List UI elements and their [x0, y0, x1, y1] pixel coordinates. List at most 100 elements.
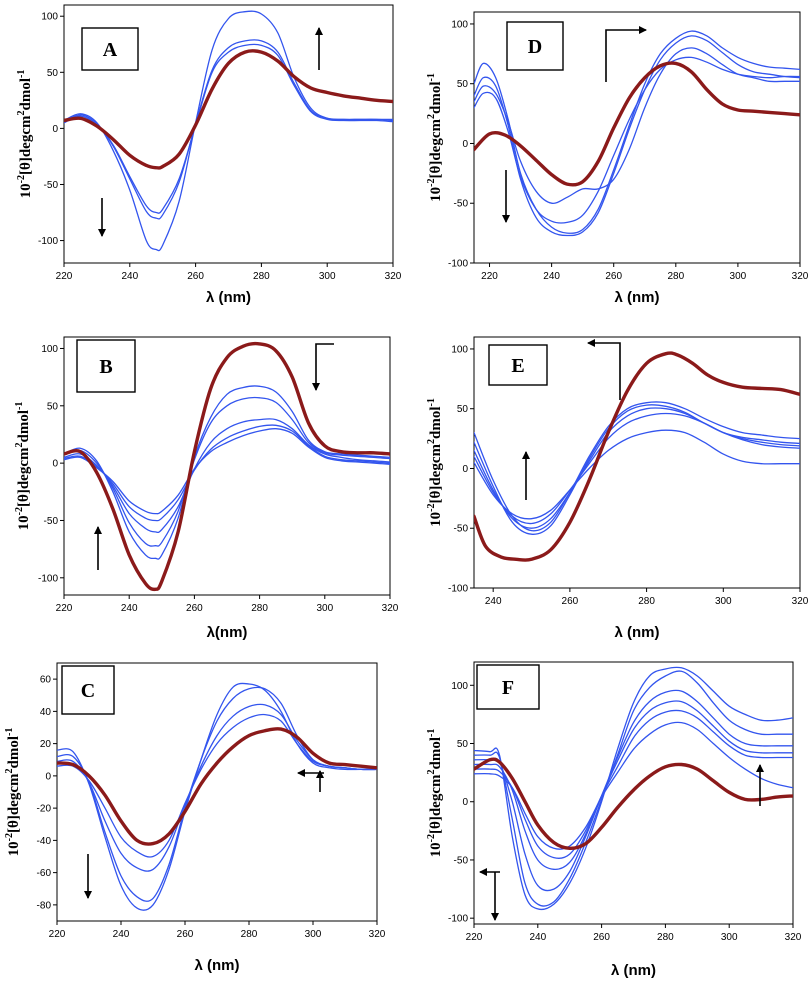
- x-tick-label: 260: [593, 932, 610, 943]
- panel-label-box: [488, 344, 548, 386]
- y-tick-label: -100: [448, 914, 468, 925]
- series-line-dna: [64, 49, 393, 170]
- y-label-text: [θ]degcm: [428, 444, 444, 504]
- series-group: [474, 30, 800, 237]
- series-group: [57, 682, 377, 911]
- plot-frame: [473, 11, 801, 264]
- y-tick-label: -50: [454, 199, 469, 210]
- y-label-text: [θ]degcm: [16, 447, 32, 507]
- series-line-dna: [57, 727, 377, 846]
- x-tick-label: 320: [792, 271, 809, 282]
- y-tick-label: 0: [462, 464, 468, 475]
- panel-a: 220 240 260 280 300 320 -100 -50 0 50 100 Aλ (nm) 10…: [16, 4, 402, 306]
- panel-label: C: [81, 680, 95, 702]
- y-label-superscript: -2: [4, 833, 15, 841]
- y-label-text: [θ]degcm: [18, 115, 34, 175]
- x-tick-label: 300: [319, 271, 336, 282]
- x-axis-label: λ (nm): [195, 957, 240, 974]
- y-label-text: dmol: [428, 737, 444, 770]
- y-tick-label: 50: [47, 401, 59, 412]
- y-tick-label: 100: [451, 681, 468, 692]
- y-label-superscript: 2: [426, 439, 437, 444]
- panel-b: 220 240 260 280 300 320-100-50050100Bλ(nm)10-…: [14, 336, 399, 641]
- x-tick-label: 280: [241, 929, 258, 940]
- y-label-superscript: -1: [426, 729, 437, 737]
- plot-frame: [473, 661, 794, 925]
- series-line-r4: [474, 700, 793, 871]
- series-line-r5: [474, 429, 800, 520]
- y-tick-label: 0: [45, 771, 51, 782]
- y-tick-label: -20: [37, 804, 52, 815]
- panel-label: B: [99, 356, 112, 378]
- plot-frame: [63, 336, 391, 596]
- y-axis-label: 10-2[θ]degcm2dmol-1: [426, 73, 444, 202]
- y-axis-label: 10-2[θ]degcm2dmol-1: [14, 402, 32, 531]
- y-label-text: 10: [428, 187, 444, 202]
- y-label-superscript: 2: [16, 111, 27, 116]
- x-tick-label: 280: [657, 932, 674, 943]
- panel-c: 220 240 260 280 300 320 -80 -60 -40 -20 0 20 40 60 Cλ …: [4, 662, 386, 974]
- y-tick-label: -100: [448, 584, 468, 595]
- y-axis-label: 10-2[θ]degcm2dmol-1: [426, 398, 444, 527]
- series-line-r4: [64, 424, 390, 522]
- panel-label: A: [103, 39, 118, 61]
- series-group: [474, 666, 793, 911]
- y-label-superscript: -1: [14, 402, 25, 410]
- panel-label: D: [528, 36, 542, 58]
- y-tick-label: 0: [52, 124, 58, 135]
- y-tick-label: 100: [451, 19, 468, 30]
- y-label-text: 10: [18, 183, 34, 198]
- x-tick-label: 320: [385, 271, 402, 282]
- x-tick-label: 320: [369, 929, 386, 940]
- y-tick-label: 50: [457, 79, 469, 90]
- panel-label-box: [76, 339, 136, 393]
- x-tick-label: 220: [56, 271, 73, 282]
- y-tick-label: -100: [38, 573, 58, 584]
- y-label-text: dmol: [18, 78, 34, 111]
- x-axis-label: λ (nm): [611, 962, 656, 979]
- x-axis-label: λ (nm): [615, 624, 660, 641]
- y-label-superscript: -1: [426, 73, 437, 81]
- series-line-dna: [64, 341, 390, 592]
- y-tick-label: -50: [44, 180, 59, 191]
- series-line-r1: [57, 682, 377, 911]
- x-tick-label: 320: [792, 596, 809, 607]
- series-line-dna: [474, 351, 800, 562]
- x-tick-label: 260: [177, 929, 194, 940]
- y-tick-label: -100: [38, 236, 58, 247]
- series-line-r3: [57, 703, 377, 872]
- series-line-r3: [474, 407, 800, 529]
- x-tick-label: 240: [121, 603, 138, 614]
- y-label-superscript: 2: [426, 770, 437, 775]
- series-line-r3: [474, 689, 793, 892]
- y-label-superscript: -1: [4, 728, 15, 736]
- x-axis-label: λ (nm): [615, 289, 660, 306]
- series-line-r6: [474, 721, 793, 850]
- y-tick-label: -60: [37, 868, 52, 879]
- y-label-text: 10: [428, 842, 444, 857]
- x-tick-label: 300: [715, 596, 732, 607]
- y-tick-label: 100: [41, 12, 58, 23]
- y-label-text: 10: [6, 841, 22, 856]
- panel-e: 240 260 280 300 320 -100 -50 0 50 100 Eλ (nm) 10-2[…: [426, 336, 809, 641]
- panel-f: 220 240 260 280 300 320 -100 -50 0 50 100 Fλ (nm) 10…: [426, 661, 802, 979]
- y-tick-label: -50: [44, 516, 59, 527]
- y-tick-label: -80: [37, 900, 52, 911]
- plot-frame: [63, 4, 394, 264]
- x-tick-label: 220: [466, 932, 483, 943]
- y-tick-label: 100: [451, 344, 468, 355]
- trend-arrow-right-down: [312, 343, 334, 391]
- y-tick-label: -50: [454, 524, 469, 535]
- x-tick-label: 300: [305, 929, 322, 940]
- y-label-text: dmol: [16, 410, 32, 443]
- series-line-r4: [474, 412, 800, 525]
- x-tick-label: 280: [253, 271, 270, 282]
- panel-label: E: [511, 355, 524, 377]
- series-line-r1: [474, 401, 800, 532]
- y-tick-label: 40: [40, 707, 52, 718]
- series-line-r1: [64, 385, 390, 560]
- x-tick-label: 300: [316, 603, 333, 614]
- y-label-superscript: -2: [14, 507, 25, 515]
- trend-arrow-up-right: [605, 26, 647, 82]
